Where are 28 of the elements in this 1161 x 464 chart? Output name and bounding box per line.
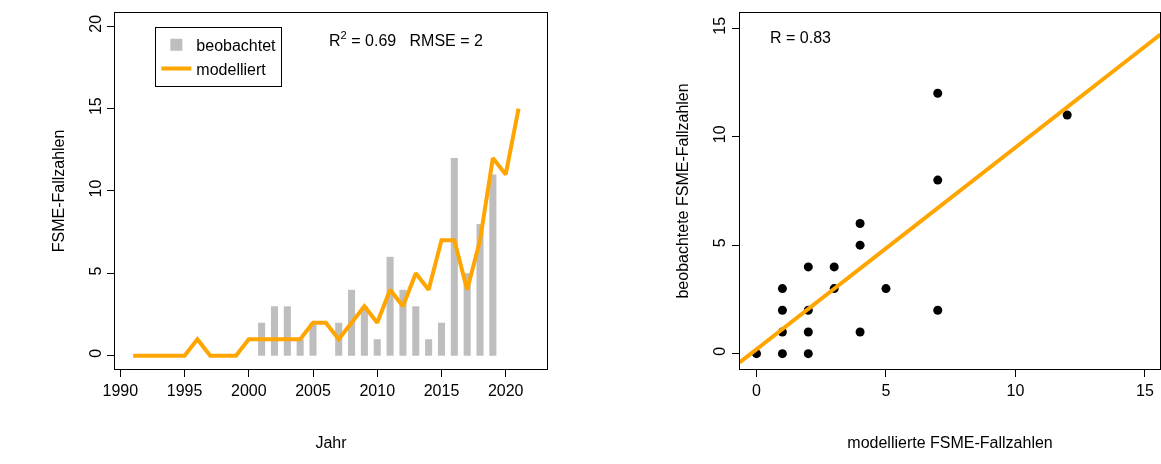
x-tick-label: 10 [1006, 382, 1025, 400]
y-tick-label: 0 [86, 348, 104, 358]
y-tick-label: 20 [86, 14, 104, 33]
x-tick-label: 0 [752, 382, 762, 400]
legend-label: modelliert [196, 60, 267, 78]
x-axis-title: Jahr [315, 433, 348, 451]
y-tick-label: 10 [711, 125, 729, 144]
x-tick-label: 1990 [102, 382, 139, 400]
annotation: R = 0.83 [770, 29, 832, 46]
x-tick-label: 2020 [487, 382, 524, 400]
y-axis-title: FSME-Fallzahlen [49, 129, 67, 253]
y-tick-label: 10 [86, 179, 104, 198]
x-axis-title: modellierte FSME-Fallzahlen [847, 433, 1053, 451]
x-tick-label: 15 [1136, 382, 1154, 400]
y-axis-title: beobachtete FSME-Fallzahlen [674, 83, 692, 299]
legend-label: beobachtet [196, 37, 277, 55]
y-tick-label: 15 [711, 16, 729, 35]
annotation: R$^{2}$ = 0.69 RMSE = 2 [329, 29, 483, 49]
x-tick-label: 2010 [359, 382, 396, 400]
x-tick-label: 2015 [423, 382, 460, 400]
y-tick-label: 15 [86, 97, 104, 116]
y-tick-label: 5 [86, 266, 104, 276]
x-tick-label: 2000 [230, 382, 267, 400]
x-tick-label: 1995 [166, 382, 203, 400]
y-tick-label: 5 [711, 238, 729, 248]
y-tick-label: 0 [711, 346, 729, 356]
x-tick-label: 2005 [295, 382, 331, 400]
x-tick-label: 5 [881, 382, 891, 400]
